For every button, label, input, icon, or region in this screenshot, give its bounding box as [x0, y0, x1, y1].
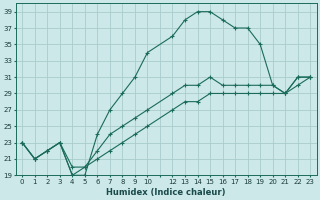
X-axis label: Humidex (Indice chaleur): Humidex (Indice chaleur): [107, 188, 226, 197]
